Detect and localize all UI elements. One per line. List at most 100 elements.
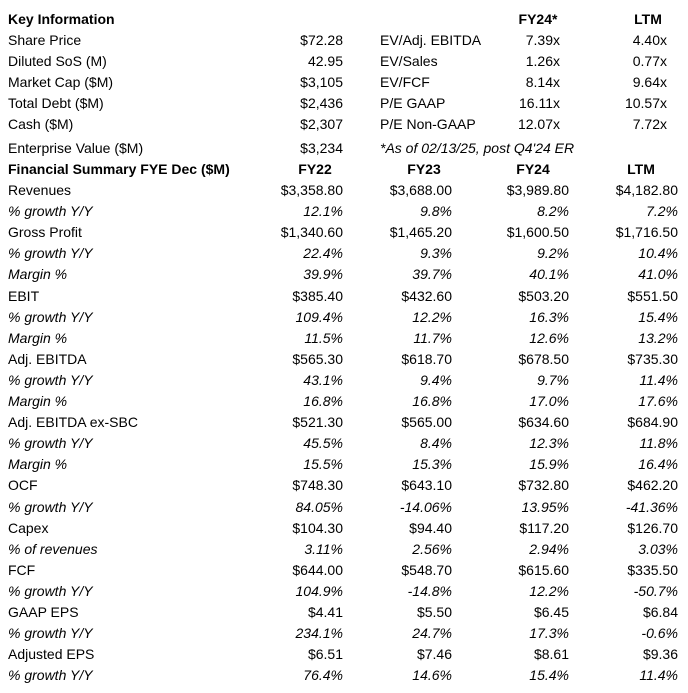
financial-summary-heading: Financial Summary FYE Dec ($M) [8, 161, 230, 177]
key-info-ltm-value: 7.72x [632, 116, 667, 132]
row-value-ltm: 17.6% [638, 393, 678, 409]
row-value-fy22: 12.1% [303, 203, 343, 219]
row-value-fy24: 17.0% [529, 393, 569, 409]
row-value-fy23: $7.46 [416, 646, 452, 662]
row-value-fy23: 9.8% [420, 203, 452, 219]
row-value-fy22: 15.5% [303, 456, 343, 472]
row-value-ltm: 41.0% [638, 266, 678, 282]
row-value-fy23: $1,465.20 [389, 224, 452, 240]
row-value-fy24: 15.9% [529, 456, 569, 472]
key-info-label: Cash ($M) [8, 116, 74, 132]
key-info-fy24-value: 12.07x [517, 116, 560, 132]
row-label: % growth Y/Y [8, 309, 93, 325]
row-value-ltm: $335.50 [627, 562, 678, 578]
row-value-fy22: 45.5% [303, 435, 343, 451]
key-info-ltm-value: 9.64x [632, 74, 667, 90]
row-value-fy23: $565.00 [401, 414, 452, 430]
row-value-fy22: 109.4% [295, 309, 343, 325]
key-info-label: Enterprise Value ($M) [8, 140, 144, 156]
key-info-metric: P/E Non-GAAP [380, 116, 476, 132]
row-value-fy24: 12.2% [529, 583, 569, 599]
key-info-ltm-value: 4.40x [632, 32, 667, 48]
row-value-fy22: 234.1% [295, 625, 343, 641]
row-label: GAAP EPS [8, 604, 79, 620]
row-value-ltm: $551.50 [627, 288, 678, 304]
key-info-label: Share Price [8, 32, 82, 48]
row-value-fy22: 22.4% [303, 245, 343, 261]
row-value-fy24: 9.7% [537, 372, 569, 388]
row-value-ltm: $4,182.80 [615, 182, 678, 198]
row-value-ltm: 16.4% [638, 456, 678, 472]
key-info-value: $3,105 [300, 74, 343, 90]
row-value-ltm: $735.30 [627, 351, 678, 367]
row-label: FCF [8, 562, 36, 578]
row-value-ltm: -0.6% [641, 625, 678, 641]
row-value-fy23: 14.6% [412, 667, 452, 683]
row-value-ltm: $9.36 [642, 646, 678, 662]
row-value-fy23: 12.2% [412, 309, 452, 325]
key-info-label: Total Debt ($M) [8, 95, 104, 111]
key-info-value: $2,436 [300, 95, 343, 111]
row-label: Adjusted EPS [8, 646, 95, 662]
key-info-metric: EV/FCF [380, 74, 430, 90]
row-value-fy23: $94.40 [409, 520, 452, 536]
row-value-fy24: $615.60 [518, 562, 569, 578]
row-value-fy22: $104.30 [292, 520, 343, 536]
row-value-ltm: $126.70 [627, 520, 678, 536]
row-label: Adj. EBITDA ex-SBC [8, 414, 138, 430]
row-value-fy24: 12.3% [529, 435, 569, 451]
key-info-metric: EV/Adj. EBITDA [380, 32, 482, 48]
row-label: % growth Y/Y [8, 372, 93, 388]
row-value-fy23: $432.60 [401, 288, 452, 304]
row-value-ltm: -50.7% [633, 583, 678, 599]
row-label: Margin % [8, 330, 68, 346]
row-value-ltm: -41.36% [625, 499, 678, 515]
key-info-value: $72.28 [300, 32, 343, 48]
row-value-fy22: $644.00 [292, 562, 343, 578]
row-value-fy24: $117.20 [519, 520, 569, 536]
row-value-fy23: -14.06% [399, 499, 452, 515]
row-value-fy24: 17.3% [529, 625, 569, 641]
row-label: Margin % [8, 456, 68, 472]
key-info-metric: EV/Sales [380, 53, 438, 69]
key-info-metric: P/E GAAP [380, 95, 446, 111]
row-label: Margin % [8, 393, 68, 409]
row-value-fy24: $1,600.50 [506, 224, 569, 240]
row-value-fy24: $678.50 [518, 351, 569, 367]
row-label: OCF [8, 477, 38, 493]
row-label: EBIT [8, 288, 40, 304]
row-value-ltm: 11.4% [639, 372, 678, 388]
row-value-fy24: 8.2% [537, 203, 569, 219]
row-value-fy23: 24.7% [412, 625, 452, 641]
row-value-fy22: 11.5% [304, 330, 343, 346]
row-value-ltm: $6.84 [642, 604, 678, 620]
row-label: % growth Y/Y [8, 667, 93, 683]
key-info-label: Diluted SoS (M) [8, 53, 107, 69]
row-label: % growth Y/Y [8, 583, 93, 599]
row-label: Capex [8, 520, 49, 536]
row-value-fy24: $6.45 [533, 604, 569, 620]
row-label: % growth Y/Y [8, 435, 93, 451]
row-label: Margin % [8, 266, 68, 282]
row-value-fy24: $503.20 [518, 288, 569, 304]
key-info-fy24-value: 1.26x [525, 53, 560, 69]
row-value-fy22: 84.05% [295, 499, 343, 515]
row-value-fy23: 11.7% [413, 330, 452, 346]
row-value-ltm: 13.2% [638, 330, 678, 346]
row-value-fy22: $1,340.60 [280, 224, 343, 240]
row-value-ltm: $1,716.50 [615, 224, 678, 240]
row-value-fy23: $5.50 [416, 604, 452, 620]
key-info-fy24-value: 8.14x [525, 74, 560, 90]
key-info-ltm-value: 10.57x [624, 95, 667, 111]
key-info-value: $3,234 [300, 140, 343, 156]
row-value-fy24: $3,989.80 [506, 182, 569, 198]
row-value-ltm: 15.4% [638, 309, 678, 325]
row-label: % of revenues [8, 541, 98, 557]
column-header-fy24: FY24 [516, 161, 550, 177]
key-info-label: Market Cap ($M) [8, 74, 114, 90]
row-value-ltm: $462.20 [627, 477, 678, 493]
row-value-fy23: -14.8% [407, 583, 452, 599]
row-value-ltm: 3.03% [638, 541, 678, 557]
row-value-fy22: $4.41 [307, 604, 343, 620]
row-value-ltm: 11.8% [639, 435, 678, 451]
